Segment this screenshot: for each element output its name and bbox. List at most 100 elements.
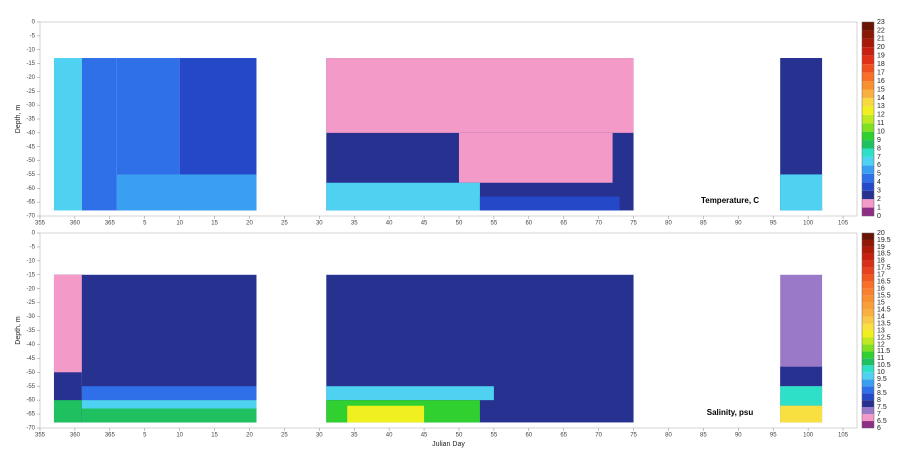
x-tick-label: 25 xyxy=(281,221,288,227)
x-tick-label: 5 xyxy=(143,221,147,227)
colorbar-label: 15.5 xyxy=(877,293,891,300)
x-tick-label: 15 xyxy=(211,433,218,439)
x-tick-label: 365 xyxy=(105,433,116,439)
x-tick-label: 35 xyxy=(351,433,358,439)
colorbar-label: 16 xyxy=(877,286,885,293)
colorbar-label: 18 xyxy=(877,258,885,265)
colorbar-label: 9.5 xyxy=(877,376,887,383)
colorbar-label: 16 xyxy=(877,78,885,85)
x-tick-label: 55 xyxy=(491,221,498,227)
colorbar-label: 13 xyxy=(877,103,885,110)
colorbar-segment xyxy=(862,386,874,394)
colorbar-segment xyxy=(862,309,874,317)
colorbar-segment xyxy=(862,64,874,73)
annotation: Temperature, C xyxy=(701,196,759,205)
x-tick-label: 85 xyxy=(700,221,707,227)
x-tick-label: 40 xyxy=(386,221,393,227)
contour-patch xyxy=(53,58,82,211)
colorbar-label: 0 xyxy=(877,213,881,220)
colorbar-segment xyxy=(862,38,874,48)
colorbar-segment xyxy=(862,414,874,422)
x-tick-label: 40 xyxy=(386,433,393,439)
colorbar-segment xyxy=(862,148,874,157)
x-tick-label: 80 xyxy=(665,221,672,227)
colorbar-label: 13.5 xyxy=(877,320,891,327)
y-tick-label: 0 xyxy=(32,231,36,237)
contour-patch xyxy=(81,386,257,401)
colorbar-label: 5 xyxy=(877,171,881,178)
colorbar-segment xyxy=(862,379,874,387)
colorbar-segment xyxy=(862,207,874,216)
colorbar-segment xyxy=(862,114,874,124)
colorbar-label: 20 xyxy=(877,230,885,237)
colorbar-segment xyxy=(862,267,874,275)
x-tick-label: 105 xyxy=(838,433,849,439)
y-tick-label: -50 xyxy=(26,158,35,164)
colorbar-segment xyxy=(862,165,874,174)
colorbar-label: 14.5 xyxy=(877,306,891,313)
x-tick-label: 65 xyxy=(560,433,567,439)
colorbar-label: 19 xyxy=(877,244,885,251)
colorbar-label: 14 xyxy=(877,95,885,102)
x-tick-label: 355 xyxy=(35,433,46,439)
colorbar-label: 12.5 xyxy=(877,334,891,341)
x-tick-label: 20 xyxy=(246,433,253,439)
colorbar-segment xyxy=(862,140,874,149)
contour-patch xyxy=(458,132,613,183)
colorbar-segment xyxy=(862,330,874,338)
y-axis-label: Depth, m xyxy=(15,105,22,134)
colorbar-label: 11 xyxy=(877,355,884,362)
colorbar-segment xyxy=(862,22,874,31)
y-tick-label: -35 xyxy=(26,328,35,334)
y-tick-label: -70 xyxy=(26,214,35,220)
colorbar-segment xyxy=(862,344,874,352)
x-tick-label: 100 xyxy=(803,221,814,227)
colorbar-label: 11.5 xyxy=(877,348,890,355)
y-tick-label: -15 xyxy=(26,61,35,67)
x-tick-label: 5 xyxy=(143,433,147,439)
colorbar-label: 21 xyxy=(877,36,885,43)
y-tick-label: -30 xyxy=(26,314,35,320)
colorbar-segment xyxy=(862,72,874,82)
x-tick-label: 65 xyxy=(560,221,567,227)
y-tick-label: -60 xyxy=(26,186,35,192)
colorbar-label: 4 xyxy=(877,179,881,186)
colorbar-label: 10.5 xyxy=(877,362,891,369)
colorbar-segment xyxy=(862,407,874,415)
colorbar-segment xyxy=(862,239,874,247)
colorbar-label: 1 xyxy=(877,204,881,211)
y-tick-label: -15 xyxy=(26,272,35,278)
colorbar-label: 9 xyxy=(877,137,881,144)
colorbar-segment xyxy=(862,123,874,132)
contour-patch xyxy=(326,386,494,401)
y-tick-label: -25 xyxy=(26,89,35,95)
colorbar-label: 13 xyxy=(877,327,885,334)
x-tick-label: 80 xyxy=(665,433,672,439)
y-tick-label: -55 xyxy=(26,384,35,390)
x-tick-label: 50 xyxy=(456,433,463,439)
contour-patch xyxy=(53,274,82,373)
colorbar-segment xyxy=(862,190,874,200)
x-tick-label: 60 xyxy=(525,433,532,439)
colorbar-label: 6.5 xyxy=(877,418,887,425)
contour-patch xyxy=(780,174,823,211)
colorbar-segment xyxy=(862,316,874,324)
colorbar-segment xyxy=(862,337,874,345)
x-tick-label: 45 xyxy=(421,221,428,227)
colorbar-label: 22 xyxy=(877,27,885,34)
y-tick-label: -55 xyxy=(26,172,35,178)
colorbar-segment xyxy=(862,97,874,107)
colorbar-segment xyxy=(862,131,874,141)
colorbar-label: 8.5 xyxy=(877,390,887,397)
colorbar-label: 10 xyxy=(877,369,885,376)
x-tick-label: 85 xyxy=(700,433,707,439)
x-tick-label: 70 xyxy=(595,221,602,227)
y-tick-label: -60 xyxy=(26,398,35,404)
colorbar-label: 3 xyxy=(877,188,881,195)
x-tick-label: 50 xyxy=(456,221,463,227)
colorbar-segment xyxy=(862,156,874,166)
y-tick-label: -30 xyxy=(26,103,35,109)
colorbar-label: 17.5 xyxy=(877,265,891,272)
y-tick-label: -70 xyxy=(26,426,35,432)
